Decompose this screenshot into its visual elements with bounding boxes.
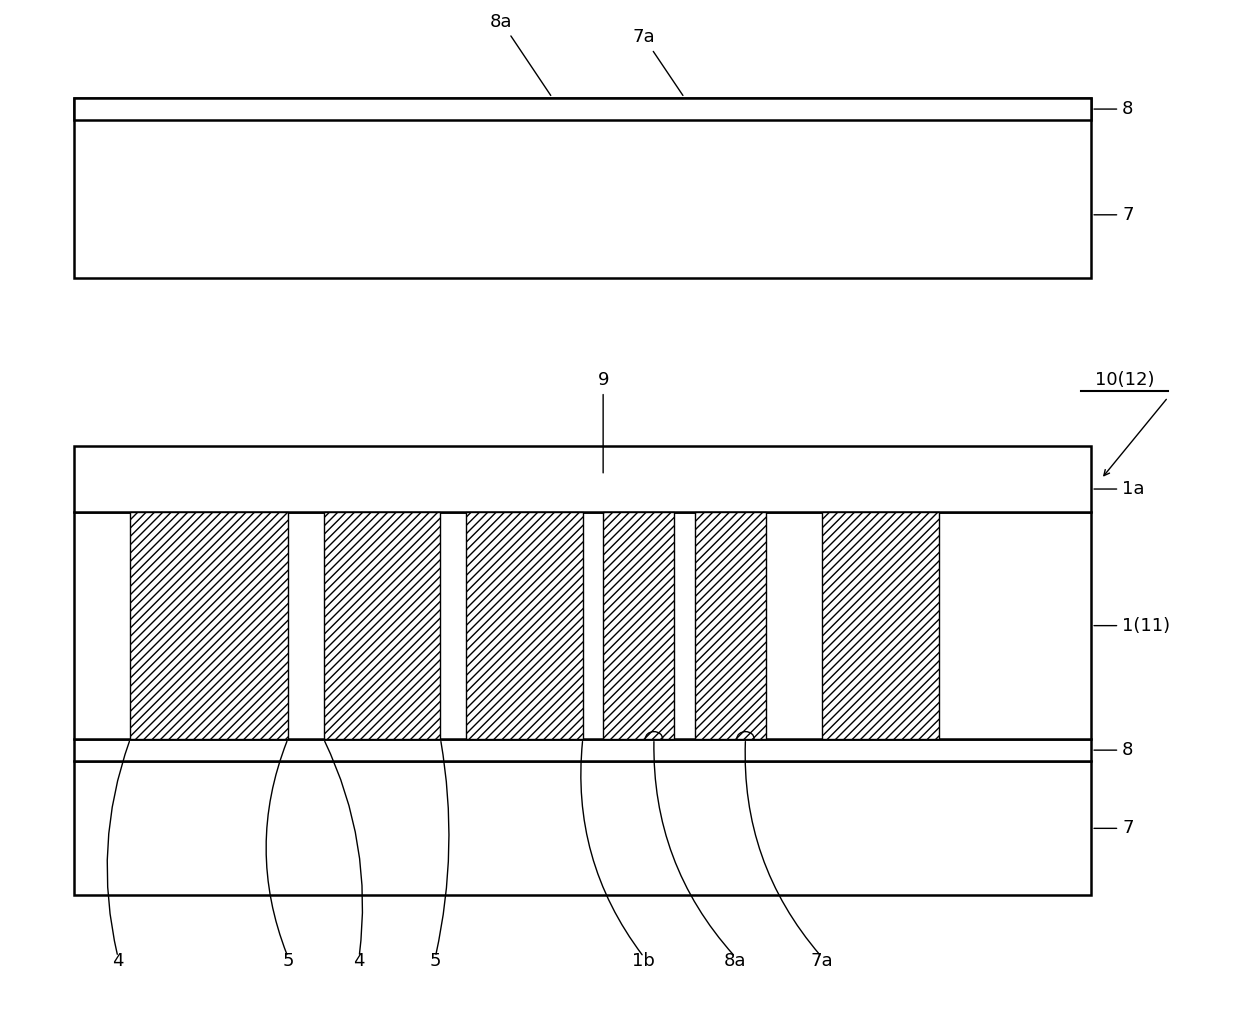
Text: 7a: 7a: [811, 952, 833, 969]
Text: 4: 4: [112, 952, 124, 969]
Text: 7: 7: [1094, 819, 1133, 838]
Bar: [603, 512, 675, 739]
Text: 8: 8: [1094, 741, 1133, 759]
Text: 4: 4: [353, 952, 365, 969]
Text: 5: 5: [283, 952, 294, 969]
Text: 1b: 1b: [632, 952, 655, 969]
Bar: [74, 739, 1091, 761]
Text: 7: 7: [1094, 206, 1133, 223]
Bar: [694, 512, 766, 739]
Text: 8a: 8a: [724, 952, 746, 969]
Bar: [74, 98, 1091, 120]
Text: 1(11): 1(11): [1094, 616, 1171, 635]
Text: 10(12): 10(12): [1095, 371, 1154, 389]
Text: 7a: 7a: [632, 29, 683, 96]
Bar: [74, 98, 1091, 278]
Bar: [822, 512, 939, 739]
Text: 8: 8: [1094, 100, 1133, 118]
Bar: [324, 512, 440, 739]
Text: 8a: 8a: [490, 13, 551, 96]
Text: 1a: 1a: [1094, 481, 1145, 498]
Text: 5: 5: [429, 952, 441, 969]
Text: 9: 9: [598, 371, 609, 473]
Bar: [74, 512, 1091, 739]
Bar: [466, 512, 583, 739]
Bar: [130, 512, 288, 739]
Bar: [74, 446, 1091, 512]
Bar: [74, 761, 1091, 895]
